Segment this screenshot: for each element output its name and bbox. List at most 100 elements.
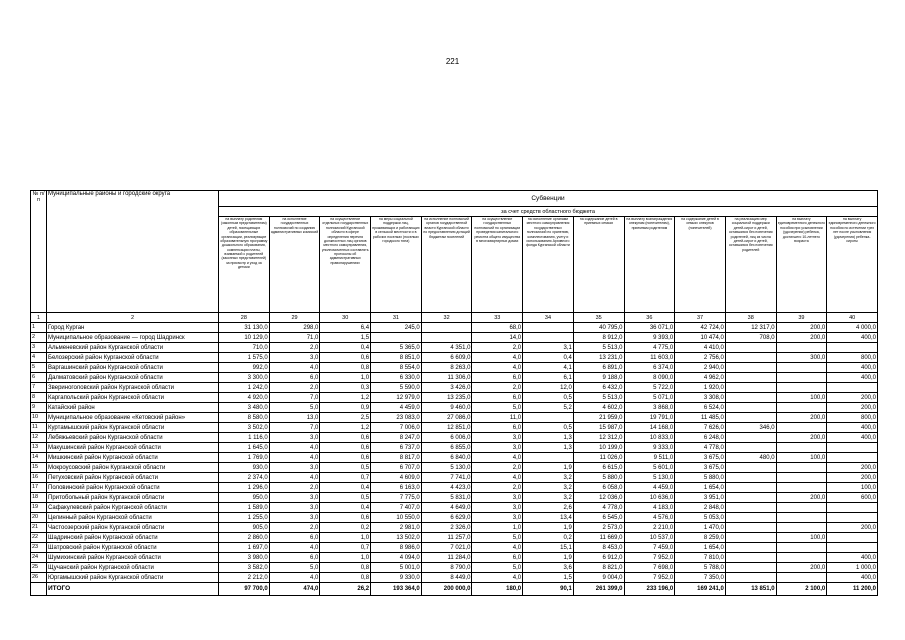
row-number: 12: [30, 432, 47, 443]
row-value: 7 407,0: [370, 502, 422, 513]
column-number: 30: [319, 312, 372, 323]
table-row: 22 Шадринский район Курганской области 2 8…: [30, 532, 878, 543]
row-value: [724, 402, 777, 413]
row-value: 12 317,0: [724, 322, 777, 333]
row-value: 100,0: [775, 532, 828, 543]
row-value: 4 410,0: [674, 342, 726, 353]
row-value: 11 257,0: [420, 532, 473, 543]
row-value: 8 090,0: [623, 372, 676, 383]
row-value: 5 722,0: [623, 382, 676, 393]
row-value: 4 423,0: [420, 482, 473, 493]
row-value: 298,0: [268, 322, 321, 333]
row-value: [775, 572, 828, 583]
row-value: 0,7: [319, 542, 372, 553]
table-row: 2 Муниципальное образование — город Шадри…: [30, 332, 878, 343]
row-value: 5 513,0: [572, 392, 625, 403]
row-value: 0,2: [522, 532, 574, 543]
row-value: 3 582,0: [218, 562, 270, 573]
row-value: 1 697,0: [218, 542, 270, 553]
column-description-30: на осуществление отдельных государственн…: [319, 216, 372, 313]
row-value: 400,0: [826, 552, 878, 563]
row-number: 11: [30, 422, 47, 433]
total-value: 2 100,0: [775, 582, 828, 596]
row-name: Петуховский район Курганской области: [46, 472, 219, 483]
row-value: 6,0: [471, 422, 524, 433]
row-value: [775, 402, 828, 413]
row-value: 36 071,0: [623, 322, 676, 333]
row-value: 4 920,0: [218, 392, 270, 403]
row-value: 2 374,0: [218, 472, 270, 483]
row-value: 7 741,0: [420, 472, 473, 483]
row-name: Далматовский район Курганской области: [46, 372, 219, 383]
row-value: 6 545,0: [572, 512, 625, 523]
row-number: 14: [30, 452, 47, 463]
row-value: 3,0: [471, 432, 524, 443]
row-value: 5 788,0: [674, 562, 726, 573]
row-value: 0,6: [319, 432, 372, 443]
row-value: 6,0: [471, 392, 524, 403]
total-value: 261 399,0: [572, 582, 625, 596]
row-value: 7 810,0: [674, 552, 726, 563]
row-value: 4,0: [268, 452, 321, 463]
row-value: 1,9: [522, 552, 574, 563]
row-value: 2 756,0: [674, 352, 726, 363]
row-name: Шумихинский район Курганской области: [46, 552, 219, 563]
row-value: 1,9: [522, 522, 574, 533]
row-value: 13 502,0: [370, 532, 422, 543]
row-number: 9: [30, 402, 47, 413]
row-value: 3,0: [268, 492, 321, 503]
row-value: [775, 442, 828, 453]
row-value: 1 575,0: [218, 352, 270, 363]
row-value: 5 053,0: [674, 512, 726, 523]
row-value: 9 330,0: [370, 572, 422, 583]
row-value: 1 769,0: [218, 452, 270, 463]
row-value: 0,4: [319, 342, 372, 353]
row-number: 20: [30, 512, 47, 523]
row-value: 7 459,0: [623, 542, 676, 553]
row-number: 24: [30, 552, 47, 563]
row-value: 3,0: [471, 492, 524, 503]
total-label: ИТОГО: [46, 582, 219, 596]
row-value: 31 130,0: [218, 322, 270, 333]
row-value: 4 778,0: [674, 442, 726, 453]
row-value: 3,0: [268, 432, 321, 443]
row-value: 3,0: [471, 512, 524, 523]
row-value: [724, 502, 777, 513]
row-value: [775, 472, 828, 483]
row-value: 1 116,0: [218, 432, 270, 443]
row-value: 0,5: [319, 462, 372, 473]
row-value: 27 086,0: [420, 412, 473, 423]
total-value: 90,1: [522, 582, 574, 596]
row-value: 15,1: [522, 542, 574, 553]
row-value: 1,0: [319, 552, 372, 563]
row-value: 3,0: [471, 442, 524, 453]
table-row: 5 Варгашинский район Курганской области 99…: [30, 362, 878, 373]
row-number: 1: [30, 322, 47, 333]
row-number: 22: [30, 532, 47, 543]
row-value: 4,0: [471, 362, 524, 373]
row-value: [724, 342, 777, 353]
group-header: Субвенции: [218, 190, 878, 207]
row-number: 13: [30, 442, 47, 453]
row-value: 7 952,0: [623, 552, 676, 563]
row-value: 3 502,0: [218, 422, 270, 433]
row-value: 1 242,0: [218, 382, 270, 393]
row-value: 480,0: [724, 452, 777, 463]
row-number: 23: [30, 542, 47, 553]
row-value: 8 986,0: [370, 542, 422, 553]
row-name: Шадринский район Курганской области: [46, 532, 219, 543]
row-value: 0,4: [319, 502, 372, 513]
row-value: 1,0: [319, 372, 372, 383]
row-number: 21: [30, 522, 47, 533]
row-value: 13,0: [268, 412, 321, 423]
table-row: 23 Шатровский район Курганской области 1 6…: [30, 542, 878, 553]
row-name: Город Курган: [46, 322, 219, 333]
row-value: 7 350,0: [674, 572, 726, 583]
row-value: 2 212,0: [218, 572, 270, 583]
row-value: [775, 542, 828, 553]
row-value: 1 255,0: [218, 512, 270, 523]
row-number: 3: [30, 342, 47, 353]
row-value: 4,0: [471, 472, 524, 483]
row-number: 10: [30, 412, 47, 423]
row-value: 5 130,0: [623, 472, 676, 483]
